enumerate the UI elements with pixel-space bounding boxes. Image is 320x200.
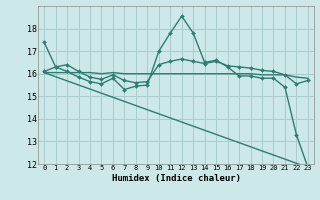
X-axis label: Humidex (Indice chaleur): Humidex (Indice chaleur) — [111, 174, 241, 183]
